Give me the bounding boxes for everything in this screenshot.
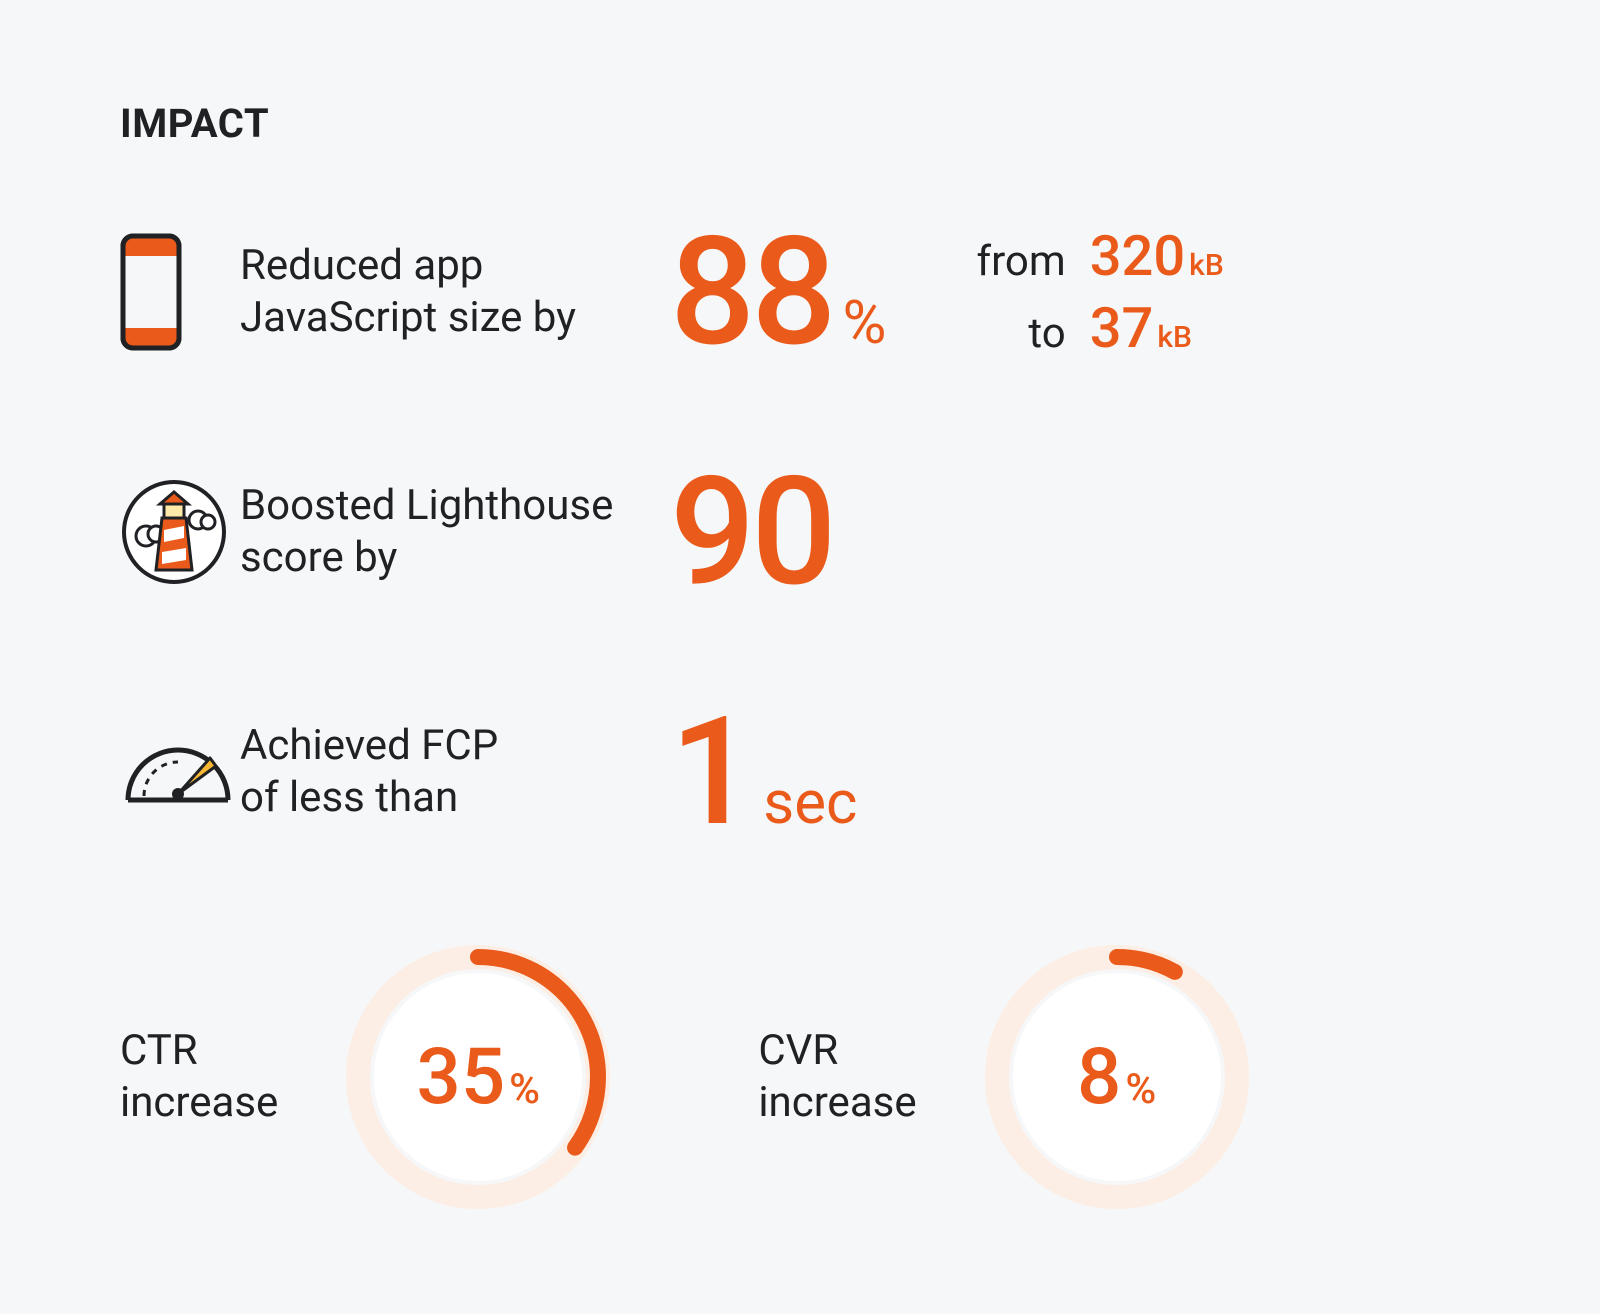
metric-value-number: 90 — [670, 457, 833, 607]
metric-desc-line2: of less than — [240, 773, 458, 822]
metric-desc-line1: Achieved FCP — [240, 721, 498, 770]
donut-unit: % — [509, 1065, 540, 1114]
from-value: 320 — [1090, 223, 1185, 289]
metric-desc-line2: score by — [240, 533, 397, 582]
to-label: to — [976, 309, 1065, 358]
metric-desc-line2: JavaScript size by — [240, 293, 576, 342]
metric-fromto: from 320 kB to 37 kB — [976, 223, 1223, 361]
metric-row-js-size: Reduced app JavaScript size by 88 % from… — [120, 217, 1490, 367]
donut-cvr: 8 % — [977, 937, 1257, 1217]
metric-value-unit: sec — [763, 767, 857, 838]
donut-row: CTR increase 35 % CVR increase 8 % — [120, 937, 1490, 1217]
metric-desc-line1: Boosted Lighthouse — [240, 481, 613, 530]
metric-desc: Achieved FCP of less than — [240, 720, 640, 825]
metric-desc: Reduced app JavaScript size by — [240, 240, 640, 345]
metric-value-number: 88 — [670, 217, 833, 367]
metric-row-fcp: Achieved FCP of less than 1 sec — [120, 697, 1490, 847]
donut-ctr: 35 % — [338, 937, 618, 1217]
page-title: IMPACT — [120, 100, 1490, 147]
metric-desc-line1: Reduced app — [240, 241, 483, 290]
donut-label-cvr: CVR increase — [758, 1025, 916, 1130]
to-unit: kB — [1157, 320, 1192, 355]
donut-value: 35 — [417, 1032, 506, 1123]
metric-value-unit: % — [843, 287, 887, 358]
metric-value: 90 — [670, 457, 843, 607]
metric-row-lighthouse: Boosted Lighthouse score by 90 — [120, 457, 1490, 607]
phone-icon — [120, 233, 240, 351]
from-unit: kB — [1189, 248, 1224, 283]
metric-value: 88 % — [670, 217, 886, 367]
gauge-icon — [120, 736, 240, 808]
donut-label-ctr: CTR increase — [120, 1025, 278, 1130]
metric-desc: Boosted Lighthouse score by — [240, 480, 640, 585]
from-label: from — [976, 237, 1065, 286]
lighthouse-icon — [120, 478, 240, 586]
metric-value-number: 1 — [670, 697, 751, 847]
to-value: 37 — [1090, 295, 1154, 361]
metric-value: 1 sec — [670, 697, 857, 847]
donut-value: 8 — [1077, 1032, 1121, 1123]
donut-unit: % — [1125, 1065, 1156, 1114]
